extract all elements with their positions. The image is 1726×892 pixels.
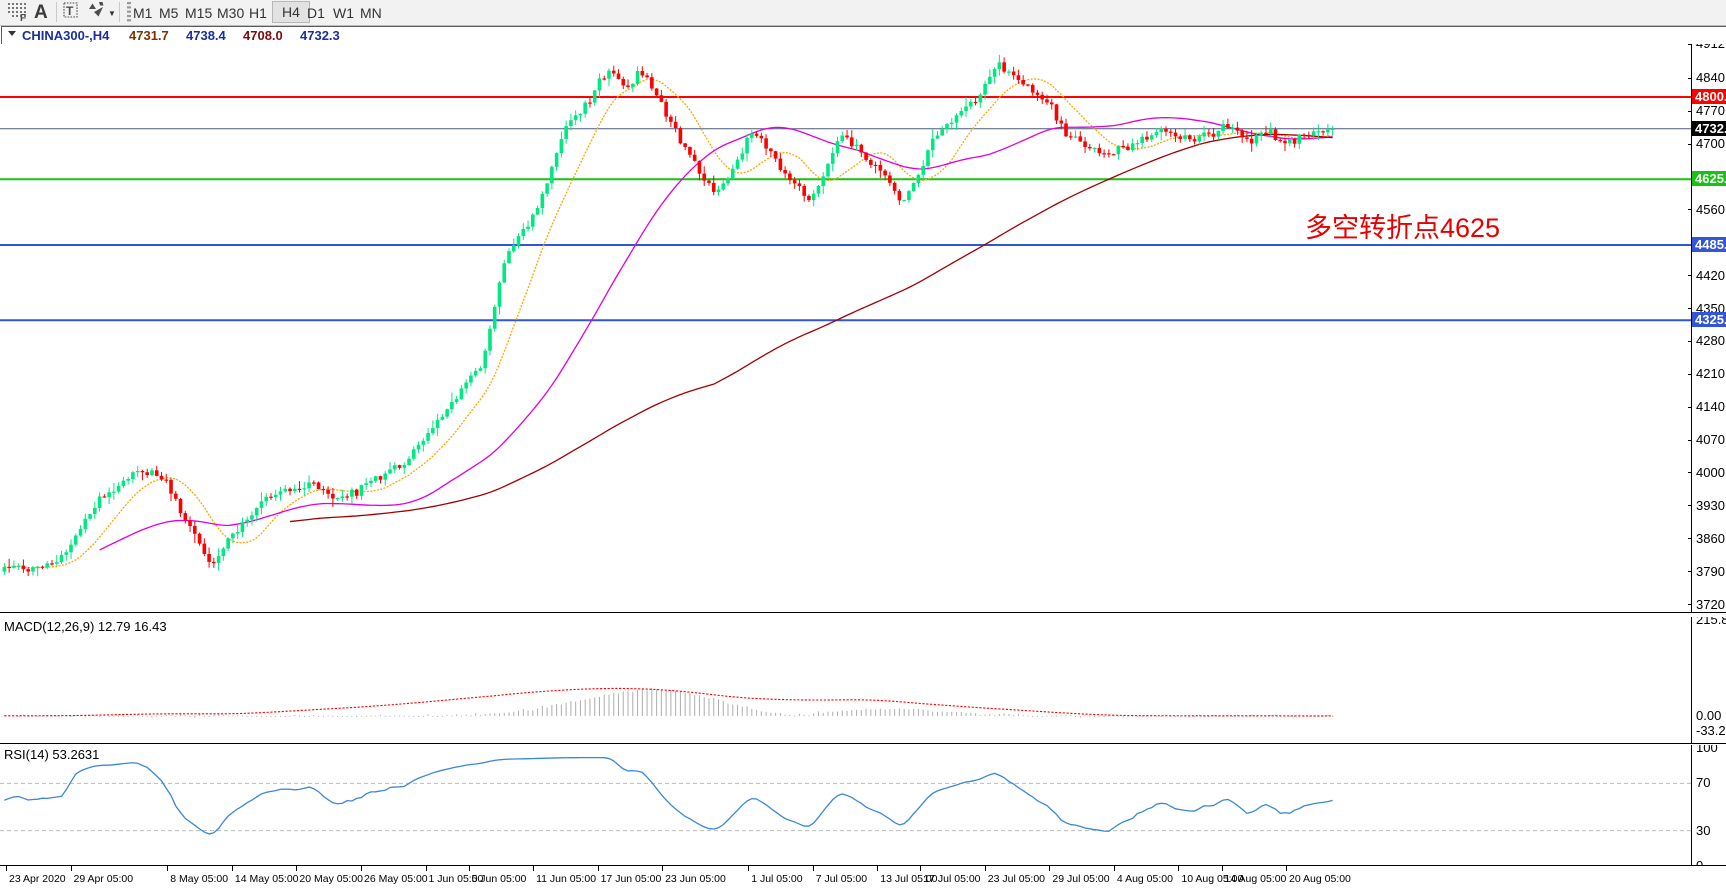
- svg-text:F: F: [20, 13, 26, 21]
- svg-text:T: T: [66, 4, 74, 18]
